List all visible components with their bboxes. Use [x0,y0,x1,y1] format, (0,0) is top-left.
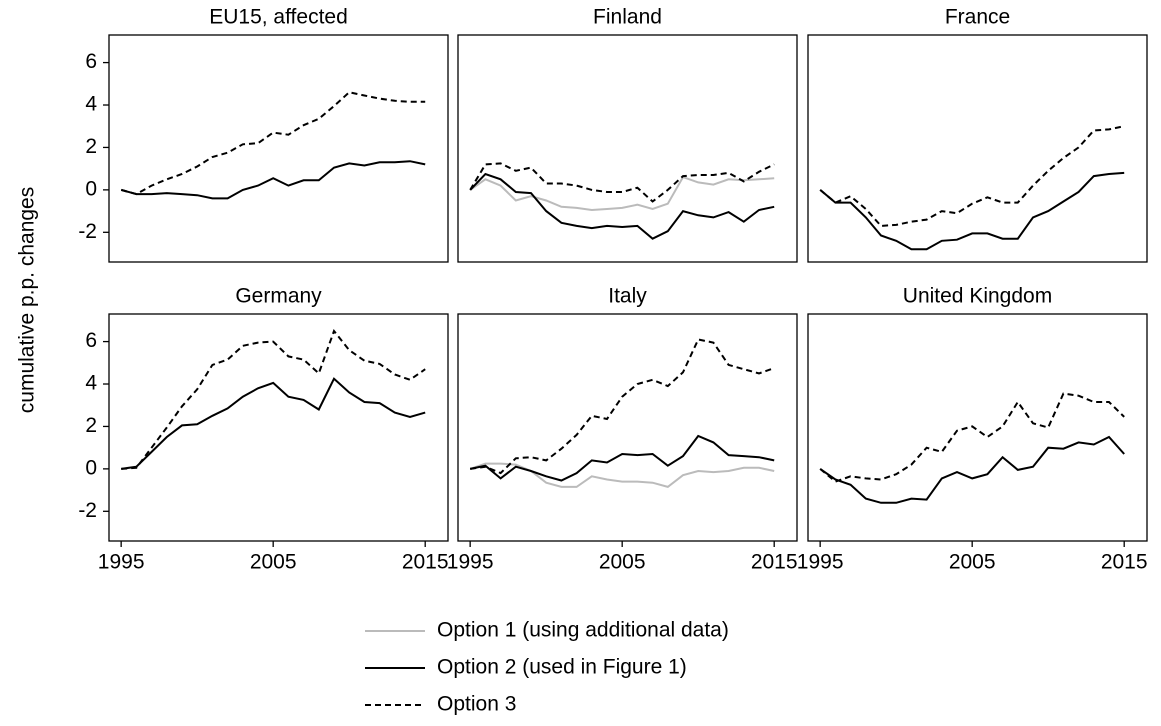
y-tick-label: 6 [85,50,97,73]
panel-frame [108,313,449,542]
x-tick-label: 2015 [1101,551,1148,574]
legend-label: Option 3 [437,693,516,716]
panel-title: EU15, affected [209,6,348,29]
x-tick-label: 2005 [949,551,996,574]
series-line [469,434,775,482]
y-tick-label: 6 [85,329,97,352]
x-tick-label: 1995 [98,551,145,574]
y-tick-label: 4 [85,372,97,395]
series-line [470,338,775,475]
x-tick-label: 1995 [447,551,494,574]
x-tick-label: 2005 [250,551,297,574]
series-line [469,175,775,212]
series-line [121,377,426,470]
series-line [469,172,775,240]
y-tick-label: -2 [78,220,97,243]
panel-title: Finland [593,6,662,29]
y-tick-label: -2 [78,499,97,522]
y-tick-label: 0 [85,456,97,479]
legend-label: Option 1 (using additional data) [437,619,729,642]
panel-title: Italy [608,285,647,308]
y-tick-label: 2 [85,414,97,437]
series-line [819,171,1125,251]
series-line [120,160,426,200]
y-axis-label: cumulative p.p. changes [16,187,39,413]
series-line [120,91,426,196]
y-tick-label: 2 [85,135,97,158]
x-tick-label: 2005 [599,551,646,574]
series-line [469,162,775,203]
series-line [121,328,426,470]
panel-frame [457,34,798,263]
panel-frame [457,313,798,542]
legend-label: Option 2 (used in Figure 1) [437,656,687,679]
x-tick-label: 2015 [402,551,449,574]
panel-frame [807,34,1148,263]
panel-title: United Kingdom [903,285,1052,308]
series-line [819,392,1125,483]
x-tick-label: 2015 [751,551,798,574]
panel-title: France [945,6,1010,29]
series-line [819,435,1125,504]
x-tick-label: 1995 [797,551,844,574]
panel-frame [807,313,1148,542]
y-tick-label: 0 [85,177,97,200]
panel-frame [108,34,449,263]
y-tick-label: 4 [85,93,97,116]
series-line [819,125,1125,227]
panel-title: Germany [235,285,322,308]
series-line [469,462,775,488]
